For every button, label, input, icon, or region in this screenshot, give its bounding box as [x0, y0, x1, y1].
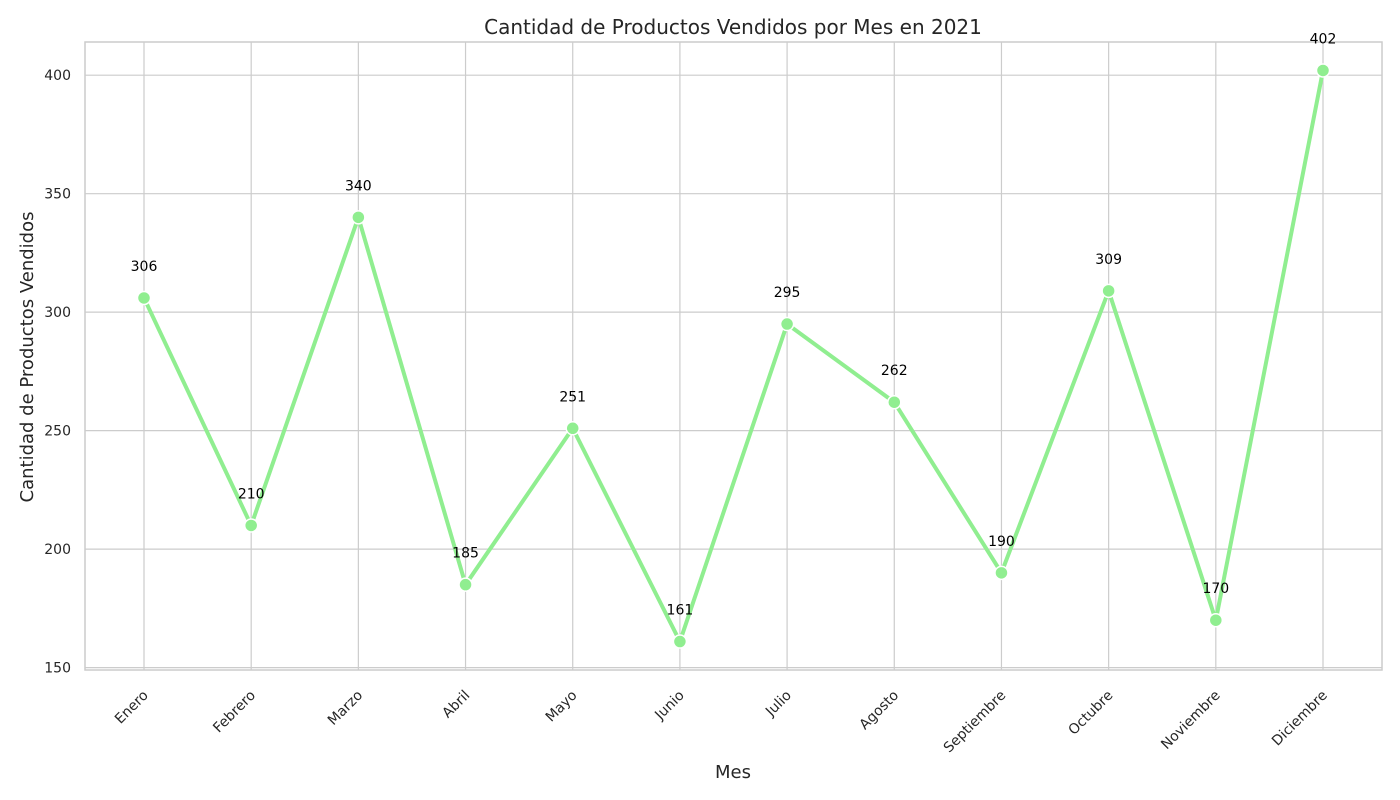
y-axis-label: Cantidad de Productos Vendidos: [17, 212, 38, 503]
data-point: [136, 290, 152, 306]
x-tick-label: Diciembre: [1269, 688, 1331, 750]
x-tick-label: Marzo: [325, 688, 366, 729]
grid: [85, 42, 1382, 670]
data-label: 340: [345, 178, 372, 194]
y-tick-label: 350: [44, 187, 71, 203]
data-point: [994, 565, 1009, 581]
data-point: [351, 210, 366, 225]
data-point: [458, 577, 473, 592]
x-tick-label: Junio: [651, 688, 687, 724]
data-point: [672, 634, 688, 649]
x-tick-label: Febrero: [210, 688, 259, 737]
y-tick-label: 250: [44, 424, 71, 440]
data-label: 306: [131, 259, 158, 275]
y-tick-label: 400: [44, 68, 71, 84]
data-label: 185: [452, 546, 479, 562]
plot-frame: [84, 41, 1383, 671]
x-tick-label: Octubre: [1066, 688, 1117, 739]
data-point: [779, 316, 795, 332]
series-line: [142, 68, 1325, 644]
data-labels: 306 210 340 185 251 161 295 262 190 309 170 402: [131, 31, 1337, 618]
x-tick-label: Agosto: [857, 688, 903, 734]
data-label: 262: [881, 363, 908, 379]
data-label: 170: [1202, 581, 1229, 597]
x-tick-label: Enero: [112, 688, 152, 728]
data-point: [243, 518, 259, 533]
x-tick-label: Mayo: [543, 688, 581, 726]
data-label: 251: [559, 389, 586, 405]
data-label: 309: [1095, 252, 1122, 268]
y-axis-ticks: 150 200 250 300 350 400: [44, 68, 71, 676]
y-tick-label: 200: [44, 542, 71, 558]
data-label: 210: [238, 486, 265, 502]
data-point: [1208, 612, 1224, 628]
data-point: [1101, 283, 1116, 299]
x-axis-ticks: Enero Febrero Marzo Abril Mayo Junio Julio Agos…: [112, 688, 1331, 757]
data-points: [136, 63, 1331, 649]
x-tick-label: Noviembre: [1158, 688, 1223, 753]
data-label: 295: [774, 285, 801, 301]
x-tick-label: Septiembre: [941, 688, 1010, 757]
x-axis-label: Mes: [715, 762, 751, 783]
data-point: [887, 394, 902, 410]
chart-title: Cantidad de Productos Vendidos por Mes e…: [484, 15, 982, 39]
data-point: [565, 421, 580, 436]
x-tick-label: Julio: [762, 688, 795, 721]
x-tick-label: Abril: [439, 688, 473, 722]
data-label: 402: [1310, 31, 1337, 47]
y-tick-label: 150: [44, 661, 71, 677]
data-label: 190: [988, 534, 1015, 550]
y-tick-label: 300: [44, 305, 71, 321]
data-label: 161: [667, 603, 694, 619]
data-point: [1315, 63, 1331, 78]
